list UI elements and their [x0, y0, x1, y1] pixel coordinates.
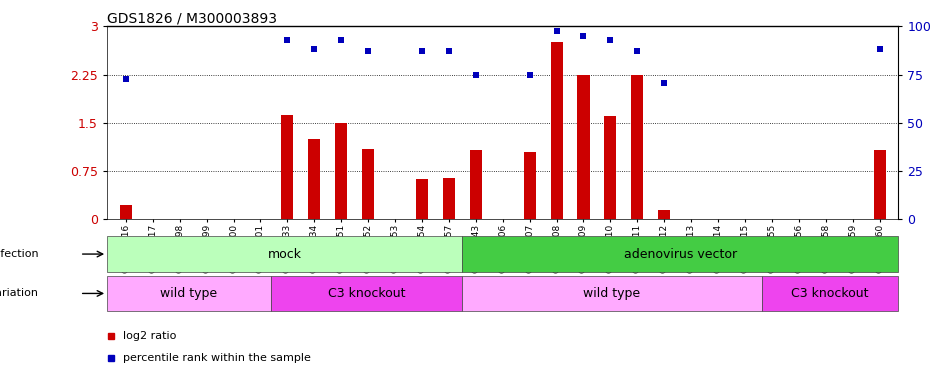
Bar	[462, 276, 762, 311]
Text: mock: mock	[267, 248, 302, 261]
Text: infection: infection	[0, 249, 39, 259]
Bar	[416, 180, 428, 219]
Bar	[631, 75, 643, 219]
Bar	[550, 42, 562, 219]
Text: wild type: wild type	[584, 287, 641, 300]
Text: GDS1826 / M300003893: GDS1826 / M300003893	[107, 11, 277, 25]
Bar	[762, 276, 898, 311]
Text: wild type: wild type	[160, 287, 218, 300]
Bar	[308, 139, 320, 219]
Text: adenovirus vector: adenovirus vector	[624, 248, 736, 261]
Bar	[873, 150, 885, 219]
Bar	[107, 276, 271, 311]
Bar	[462, 236, 898, 272]
Text: genotype/variation: genotype/variation	[0, 288, 39, 298]
Text: log2 ratio: log2 ratio	[123, 331, 176, 341]
Bar	[271, 276, 462, 311]
Bar	[281, 115, 293, 219]
Bar	[107, 236, 462, 272]
Bar	[335, 123, 347, 219]
Text: C3 knockout: C3 knockout	[791, 287, 869, 300]
Bar	[443, 177, 455, 219]
Bar	[470, 150, 482, 219]
Text: percentile rank within the sample: percentile rank within the sample	[123, 352, 311, 363]
Bar	[120, 205, 132, 219]
Text: C3 knockout: C3 knockout	[328, 287, 405, 300]
Bar	[362, 148, 374, 219]
Bar	[577, 75, 589, 219]
Bar	[658, 210, 670, 219]
Bar	[523, 152, 535, 219]
Bar	[604, 116, 616, 219]
